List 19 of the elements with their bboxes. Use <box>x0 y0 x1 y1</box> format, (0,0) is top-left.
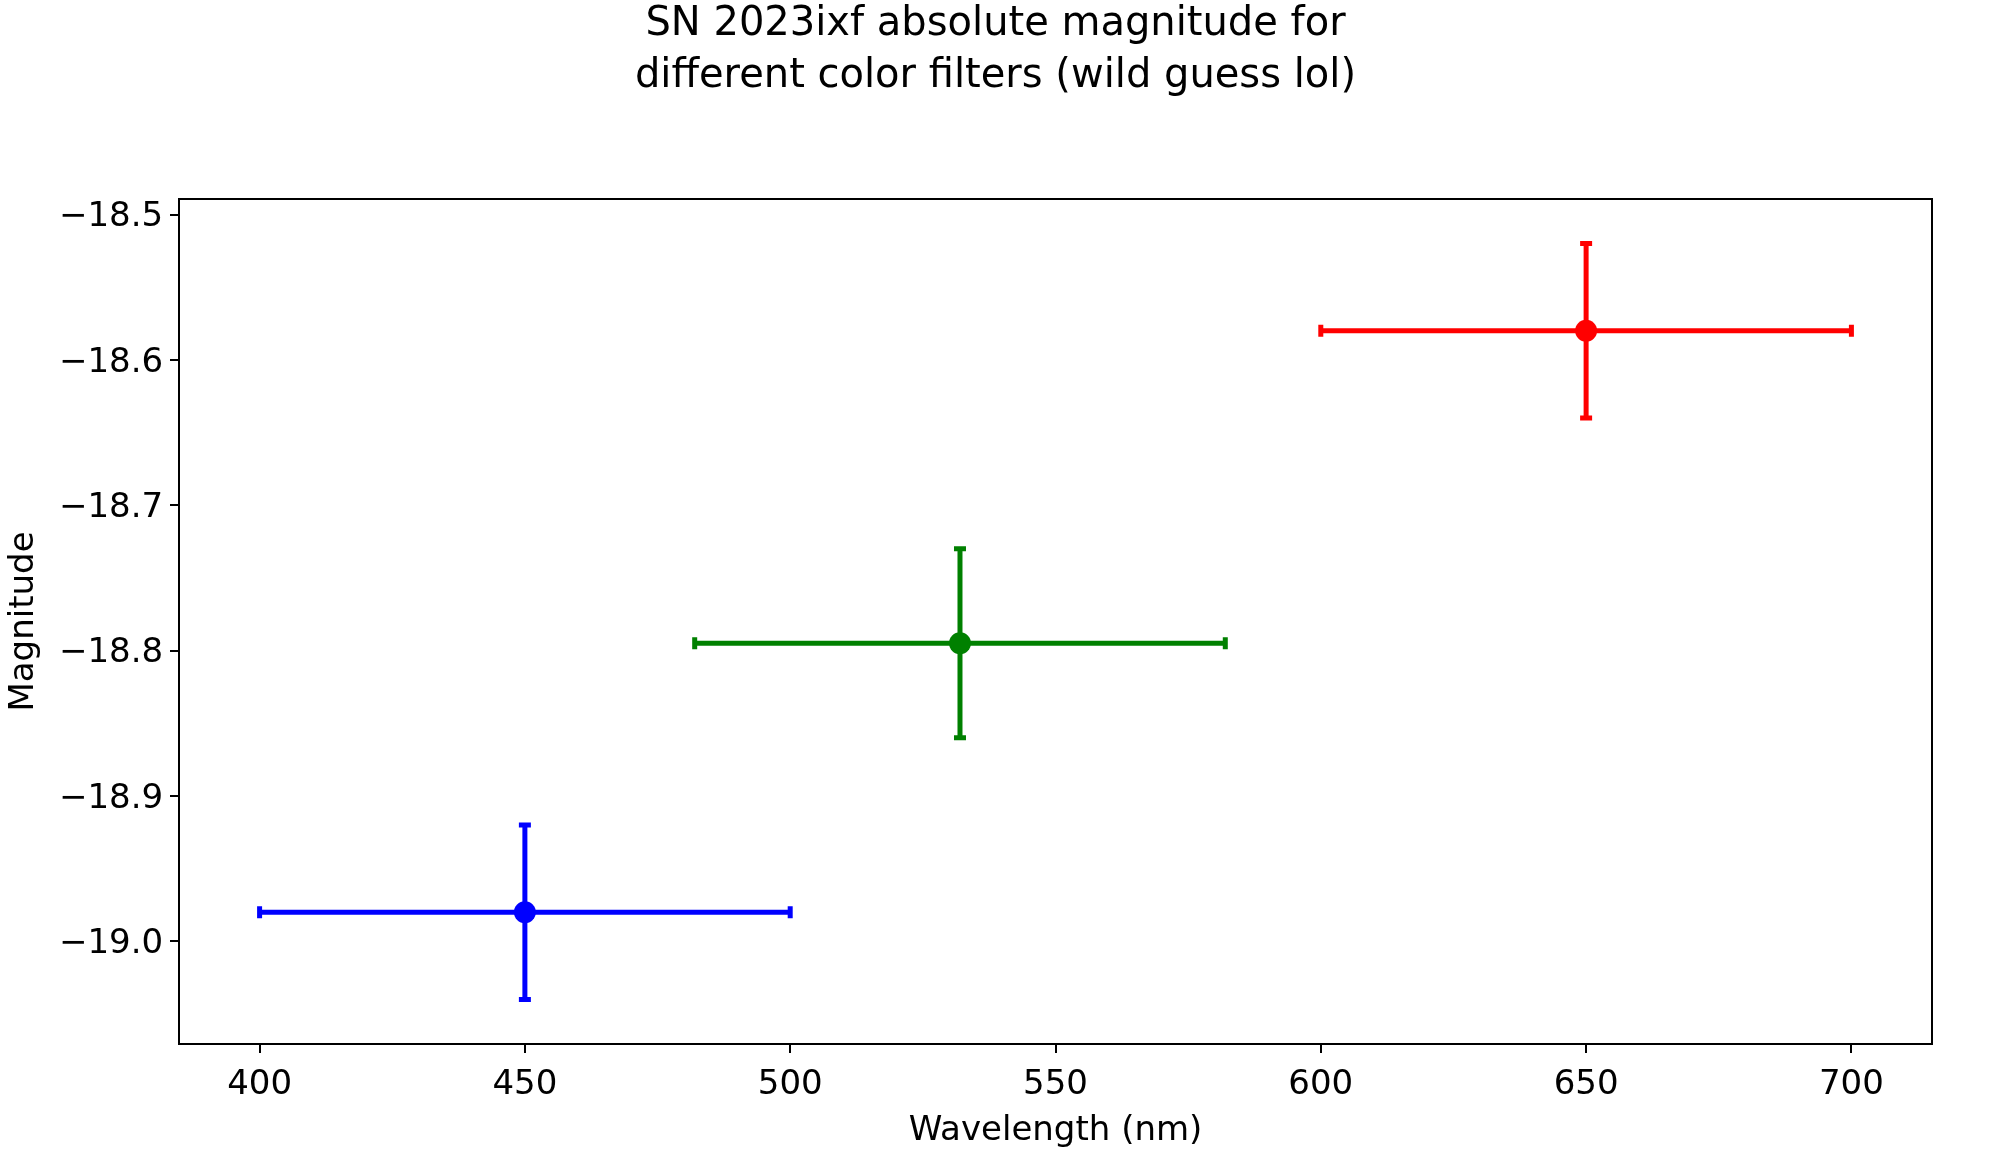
x-tick-label: 400 <box>227 1061 293 1102</box>
point <box>949 632 971 655</box>
point <box>513 901 536 924</box>
point <box>1575 319 1598 342</box>
y-tick-label: −19.0 <box>59 921 164 962</box>
y-tick-label: −18.5 <box>59 194 164 235</box>
x-tick-label: 450 <box>492 1061 558 1102</box>
x-tick-label: 500 <box>757 1061 823 1102</box>
y-tick-label: −18.6 <box>59 339 164 380</box>
x-tick-label: 600 <box>1288 1061 1354 1102</box>
y-axis-title: Magnitude <box>1 531 42 712</box>
y-tick-label: −18.7 <box>59 485 164 526</box>
chart-title: SN 2023ixf absolute magnitude for different color filters (wild guess lol) <box>634 0 1357 97</box>
y-tick-label: −18.8 <box>59 630 164 671</box>
y-tick-label: −18.9 <box>59 775 164 816</box>
x-tick-label: 650 <box>1553 1061 1619 1102</box>
x-tick-label: 550 <box>1023 1061 1088 1102</box>
x-tick-label: 700 <box>1818 1061 1884 1102</box>
x-axis-title: Wavelength (nm) <box>908 1107 1203 1148</box>
